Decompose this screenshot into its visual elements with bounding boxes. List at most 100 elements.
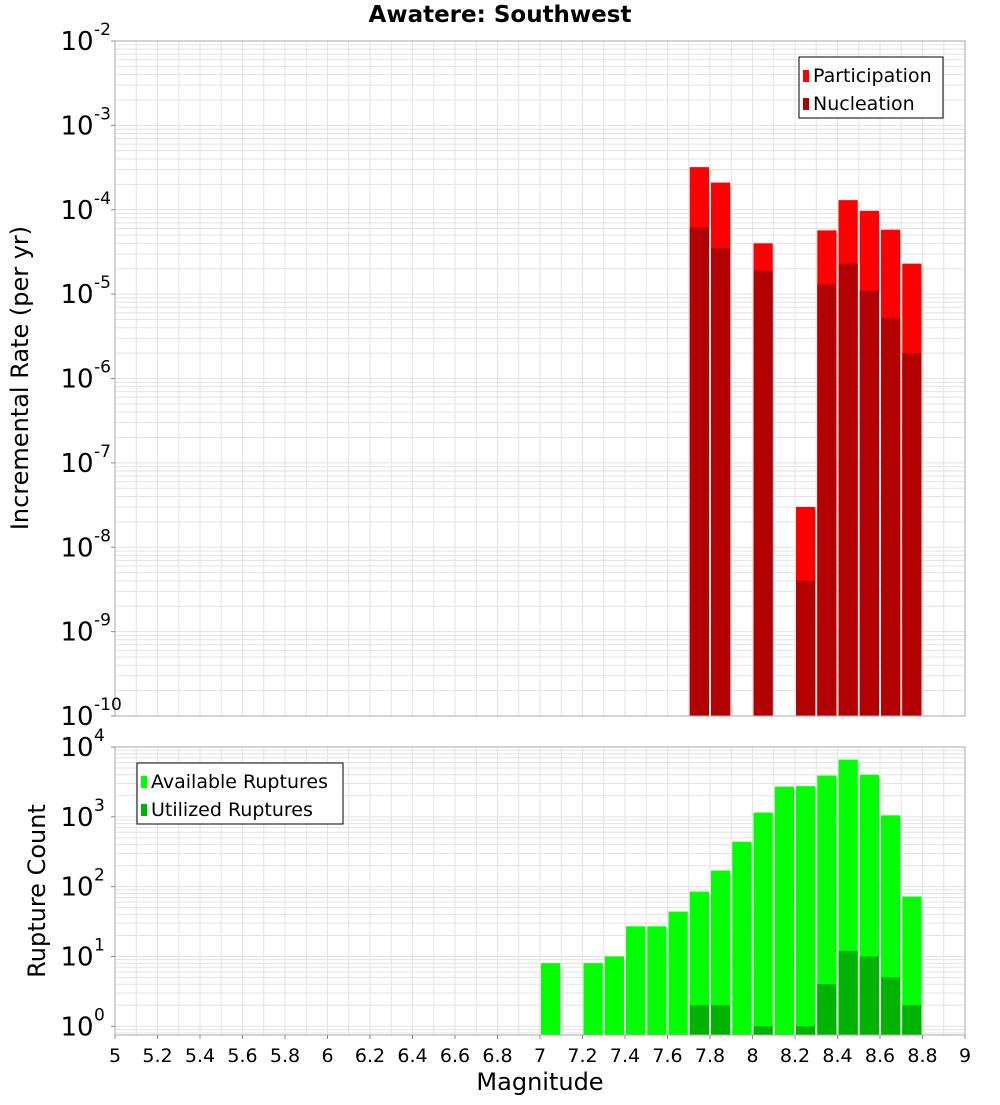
legend-label: Participation — [813, 65, 932, 87]
x-tick-label: 7.4 — [610, 1045, 640, 1067]
bar-available-ruptures — [668, 911, 688, 1035]
bar-available-ruptures — [689, 891, 709, 1035]
grid — [114, 40, 966, 717]
bar-nucleation — [817, 284, 837, 716]
bar-available-ruptures — [711, 870, 731, 1035]
bar-utilized-ruptures — [753, 1026, 773, 1035]
bar-utilized-ruptures — [711, 1005, 731, 1035]
y-tick-label: 10 — [60, 702, 93, 732]
bars — [689, 167, 922, 717]
bar-utilized-ruptures — [881, 977, 901, 1035]
y-tick-label: 10 — [60, 618, 93, 648]
x-axis-label: Magnitude — [476, 1068, 603, 1096]
y-tick-label: 10 — [60, 27, 93, 57]
y-tick-label: 10 — [60, 280, 93, 310]
panel-1: 10 010 110 210 310 45 5.2 5.4 5.6 5.8 6 6.2 6.4 6.6 6.… — [60, 726, 971, 1067]
legend-swatch — [803, 70, 809, 82]
y-tick-label: 10 — [60, 733, 93, 763]
y-tick-exponent: -4 — [94, 189, 111, 209]
x-tick-label: 8.8 — [907, 1045, 937, 1067]
x-tick-label: 7.6 — [652, 1045, 682, 1067]
legend-label: Available Ruptures — [151, 771, 328, 793]
y-tick-exponent: 4 — [94, 726, 105, 746]
legend: Participation Nucleation — [798, 56, 944, 119]
bar-utilized-ruptures — [817, 984, 837, 1035]
y-tick-exponent: -10 — [94, 695, 122, 715]
y-tick-label: 10 — [60, 111, 93, 141]
bar-available-ruptures — [753, 812, 773, 1035]
x-tick-label: 8.4 — [822, 1045, 852, 1067]
y-tick-exponent: 1 — [94, 935, 105, 955]
y-tick-label: 10 — [60, 873, 93, 903]
x-tick-label: 6.8 — [482, 1045, 512, 1067]
y-tick-label: 10 — [60, 533, 93, 563]
bar-nucleation — [859, 290, 879, 716]
bar-nucleation — [838, 263, 858, 716]
x-tick-label: 6.2 — [355, 1045, 385, 1067]
bars — [541, 759, 922, 1035]
bar-nucleation — [881, 318, 901, 716]
legend-swatch — [803, 98, 809, 110]
x-tick-label: 7 — [534, 1045, 546, 1067]
bottom-y-axis-label: Rupture Count — [23, 804, 51, 978]
y-tick-exponent: -2 — [94, 20, 111, 40]
y-tick-exponent: -6 — [94, 358, 111, 378]
legend-box — [136, 762, 344, 825]
legend-swatch — [141, 804, 147, 816]
y-tick-exponent: 2 — [94, 866, 105, 886]
bar-nucleation — [902, 353, 922, 716]
bar-available-ruptures — [817, 775, 837, 1035]
legend-label: Nucleation — [813, 93, 915, 115]
bar-utilized-ruptures — [838, 950, 858, 1035]
bar-utilized-ruptures — [902, 1005, 922, 1035]
bar-available-ruptures — [583, 963, 603, 1035]
y-tick-exponent: -3 — [94, 104, 111, 124]
x-tick-label: 6.6 — [440, 1045, 470, 1067]
bar-available-ruptures — [604, 956, 624, 1035]
y-tick-label: 10 — [60, 803, 93, 833]
y-tick-label: 10 — [60, 942, 93, 972]
y-tick-exponent: 3 — [94, 796, 105, 816]
legend: Available Ruptures Utilized Ruptures — [136, 762, 344, 825]
bar-available-ruptures — [626, 926, 646, 1035]
x-tick-label: 7.8 — [695, 1045, 725, 1067]
x-tick-label: 5.6 — [227, 1045, 257, 1067]
bar-nucleation — [796, 580, 816, 716]
y-tick-label: 10 — [60, 1012, 93, 1042]
y-tick-label: 10 — [60, 365, 93, 395]
bar-available-ruptures — [902, 896, 922, 1035]
legend-label: Utilized Ruptures — [151, 799, 313, 821]
bar-utilized-ruptures — [859, 956, 879, 1035]
legend-swatch — [141, 776, 147, 788]
y-tick-exponent: -9 — [94, 611, 111, 631]
y-tick-exponent: -7 — [94, 442, 111, 462]
x-tick-label: 8.6 — [865, 1045, 895, 1067]
x-tick-label: 9 — [959, 1045, 971, 1067]
x-ticks: 5 5.2 5.4 5.6 5.8 6 6.2 6.4 6.6 6.8 7 7.2 7.4 7.6 7.8 8… — [109, 1035, 971, 1067]
x-tick-label: 5 — [109, 1045, 121, 1067]
x-tick-label: 5.2 — [142, 1045, 172, 1067]
bar-available-ruptures — [732, 841, 752, 1035]
x-tick-label: 8.2 — [780, 1045, 810, 1067]
legend-box — [798, 56, 944, 119]
y-tick-exponent: -5 — [94, 273, 111, 293]
x-tick-label: 6.4 — [397, 1045, 427, 1067]
x-tick-label: 6 — [321, 1045, 333, 1067]
bar-available-ruptures — [541, 963, 561, 1035]
x-tick-label: 7.2 — [567, 1045, 597, 1067]
x-tick-label: 5.8 — [270, 1045, 300, 1067]
y-tick-label: 10 — [60, 449, 93, 479]
bar-available-ruptures — [774, 786, 794, 1035]
x-tick-label: 5.4 — [185, 1045, 215, 1067]
bar-available-ruptures — [796, 786, 816, 1035]
top-y-axis-label: Incremental Rate (per yr) — [6, 226, 34, 530]
y-tick-exponent: -8 — [94, 526, 111, 546]
bar-available-ruptures — [647, 926, 667, 1035]
bar-nucleation — [689, 227, 709, 716]
x-tick-label: 8 — [746, 1045, 758, 1067]
y-tick-exponent: 0 — [94, 1005, 105, 1025]
